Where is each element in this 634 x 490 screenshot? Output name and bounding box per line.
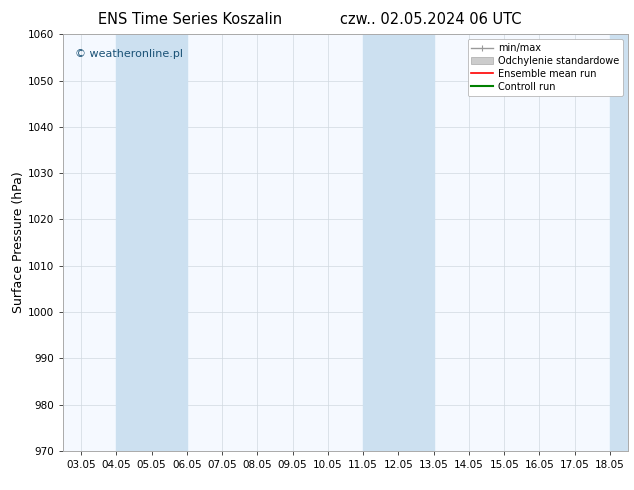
- Text: ENS Time Series Koszalin: ENS Time Series Koszalin: [98, 12, 282, 27]
- Y-axis label: Surface Pressure (hPa): Surface Pressure (hPa): [12, 172, 25, 314]
- Text: © weatheronline.pl: © weatheronline.pl: [75, 49, 183, 59]
- Text: czw.. 02.05.2024 06 UTC: czw.. 02.05.2024 06 UTC: [340, 12, 522, 27]
- Bar: [398, 34, 434, 451]
- Bar: [610, 34, 628, 451]
- Bar: [116, 34, 187, 451]
- Legend: min/max, Odchylenie standardowe, Ensemble mean run, Controll run: min/max, Odchylenie standardowe, Ensembl…: [467, 39, 623, 96]
- Bar: [363, 34, 398, 451]
